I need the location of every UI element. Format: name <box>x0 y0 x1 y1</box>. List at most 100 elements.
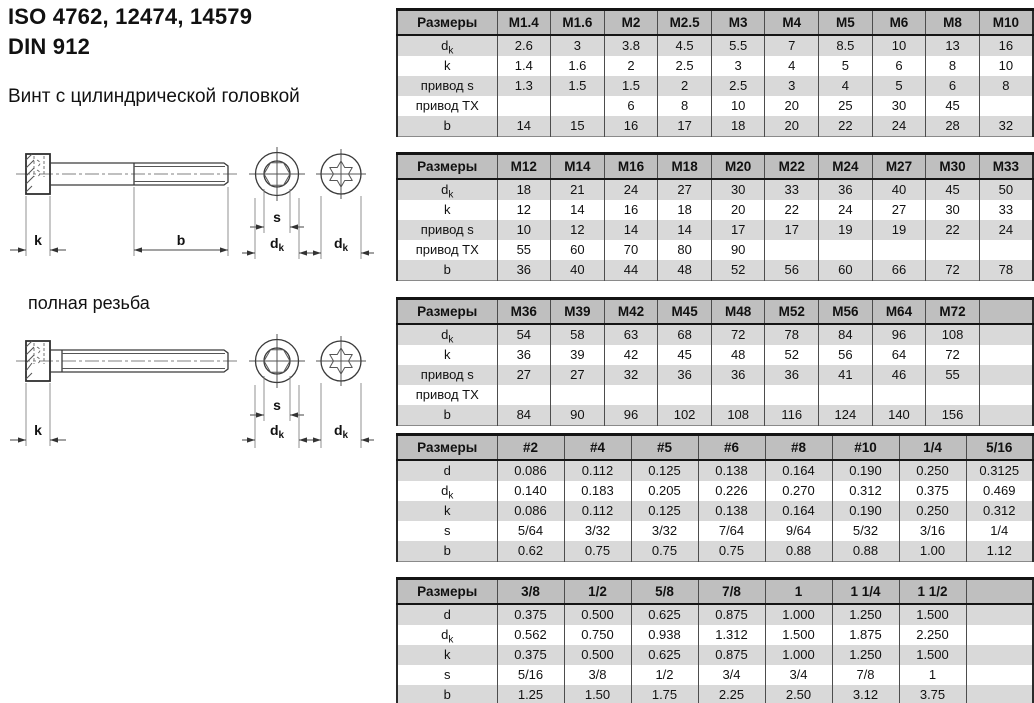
dim-label-dk2: dk <box>334 235 349 254</box>
row-label: dk <box>396 481 498 501</box>
value-cell: 102 <box>657 405 712 426</box>
value-cell: 0.138 <box>697 460 766 481</box>
size-header-cell: M24 <box>818 153 873 180</box>
screw-head-side-view <box>25 340 51 382</box>
value-cell: 5/64 <box>496 521 565 541</box>
value-cell: 0.312 <box>831 481 900 501</box>
dimension-table-metric-2: Размеры M12 M14 M16 M18 M20 M22 M24 M27 M30 M33 dk 1… <box>396 152 1034 281</box>
value-cell: 27 <box>871 200 927 220</box>
row-label: k <box>396 645 498 665</box>
value-cell: 3/8 <box>563 665 632 685</box>
row-label: привод TX <box>396 240 498 260</box>
value-cell: 108 <box>925 324 980 345</box>
value-cell: 7/8 <box>831 665 900 685</box>
value-cell: 2.5 <box>710 76 766 96</box>
value-cell: 20 <box>710 200 766 220</box>
table-row: s 5/64 3/32 3/32 7/64 9/64 5/32 3/16 1/4 <box>396 521 1034 541</box>
row-label: dk <box>396 35 498 56</box>
value-cell: 56 <box>764 260 820 281</box>
value-cell: 1/2 <box>630 665 699 685</box>
value-cell: 22 <box>818 116 873 137</box>
value-cell: 1.312 <box>697 625 766 645</box>
thread-minor-lines <box>62 353 225 369</box>
value-cell: 5 <box>871 76 927 96</box>
dim-label-b: b <box>177 232 186 248</box>
size-header-cell: #2 <box>496 434 565 461</box>
table-slot-imperial-2: Размеры 3/8 1/2 5/8 7/8 1 1 1/4 1 1/2 d 0.375 0.50… <box>396 577 1034 703</box>
value-cell: 16 <box>603 116 659 137</box>
value-cell: 36 <box>496 345 552 365</box>
value-cell: 30 <box>710 179 766 200</box>
table-row: dk 2.6 3 3.8 4.5 5.5 7 8.5 10 13 16 <box>396 35 1034 56</box>
row-label: привод TX <box>396 385 498 405</box>
size-header-cell <box>965 578 1034 605</box>
value-cell: 10 <box>871 35 927 56</box>
value-cell: 18 <box>657 200 712 220</box>
table-row: привод TX <box>396 385 1034 405</box>
size-header-cell: 7/8 <box>697 578 766 605</box>
size-header-cell: M16 <box>603 153 659 180</box>
value-cell: 0.164 <box>764 501 833 521</box>
value-cell: 0.88 <box>764 541 833 562</box>
value-cell: 8 <box>925 56 980 76</box>
dim-label-dk2: dk <box>334 422 349 441</box>
table-row: k 0.375 0.500 0.625 0.875 1.000 1.250 1.500 <box>396 645 1034 665</box>
value-cell: 0.250 <box>898 501 967 521</box>
table-row: k 0.086 0.112 0.125 0.138 0.164 0.190 0.250 0.31… <box>396 501 1034 521</box>
row-label: привод s <box>396 365 498 385</box>
size-header-cell: #4 <box>563 434 632 461</box>
value-cell <box>496 385 552 405</box>
size-header-cell: 5/8 <box>630 578 699 605</box>
value-cell <box>965 625 1034 645</box>
value-cell: 64 <box>871 345 927 365</box>
value-cell: 6 <box>603 96 659 116</box>
b-extension-lines <box>133 187 229 256</box>
row-label: k <box>396 345 498 365</box>
value-cell: 10 <box>978 56 1034 76</box>
value-cell: 70 <box>603 240 659 260</box>
size-header-cell: M8 <box>925 9 980 36</box>
table-row: s 5/16 3/8 1/2 3/4 3/4 7/8 1 <box>396 665 1034 685</box>
value-cell: 0.375 <box>898 481 967 501</box>
value-cell: 0.138 <box>697 501 766 521</box>
value-cell: 0.140 <box>496 481 565 501</box>
size-header-cell: #8 <box>764 434 833 461</box>
k-dim-arrows <box>18 437 58 443</box>
title-block: ISO 4762, 12474, 14579 DIN 912 Винт с ци… <box>8 2 300 108</box>
value-cell: 2 <box>603 56 659 76</box>
value-cell: 22 <box>764 200 820 220</box>
row-label: dk <box>396 324 498 345</box>
size-column-header: Размеры <box>396 434 498 461</box>
table-row: привод s 27 27 32 36 36 36 41 46 55 <box>396 365 1034 385</box>
value-cell: 0.086 <box>496 460 565 481</box>
value-cell: 7/64 <box>697 521 766 541</box>
dk2-extension-lines <box>320 383 362 448</box>
size-column-header: Размеры <box>396 578 498 605</box>
socket-hidden-lines <box>33 156 45 178</box>
size-header-cell <box>978 298 1034 325</box>
value-cell <box>603 385 659 405</box>
row-label: d <box>396 460 498 481</box>
value-cell <box>978 405 1034 426</box>
value-cell: 1.500 <box>898 645 967 665</box>
s-dim-arrows <box>256 224 298 230</box>
value-cell: 0.750 <box>563 625 632 645</box>
value-cell: 0.164 <box>764 460 833 481</box>
value-cell: 66 <box>871 260 927 281</box>
size-header-cell: M10 <box>978 9 1034 36</box>
value-cell: 68 <box>657 324 712 345</box>
value-cell: 7 <box>764 35 820 56</box>
value-cell: 5/16 <box>496 665 565 685</box>
thread-minor-lines <box>134 166 225 182</box>
value-cell: 55 <box>925 365 980 385</box>
value-cell <box>965 685 1034 703</box>
value-cell: 8 <box>978 76 1034 96</box>
value-cell: 1.250 <box>831 645 900 665</box>
table-slot-metric-3: Размеры M36 M39 M42 M45 M48 M52 M56 M64 M72 dk 54 58… <box>396 297 1034 426</box>
row-label: k <box>396 200 498 220</box>
value-cell: 72 <box>710 324 766 345</box>
value-cell: 27 <box>496 365 552 385</box>
value-cell: 16 <box>978 35 1034 56</box>
value-cell: 2.25 <box>697 685 766 703</box>
